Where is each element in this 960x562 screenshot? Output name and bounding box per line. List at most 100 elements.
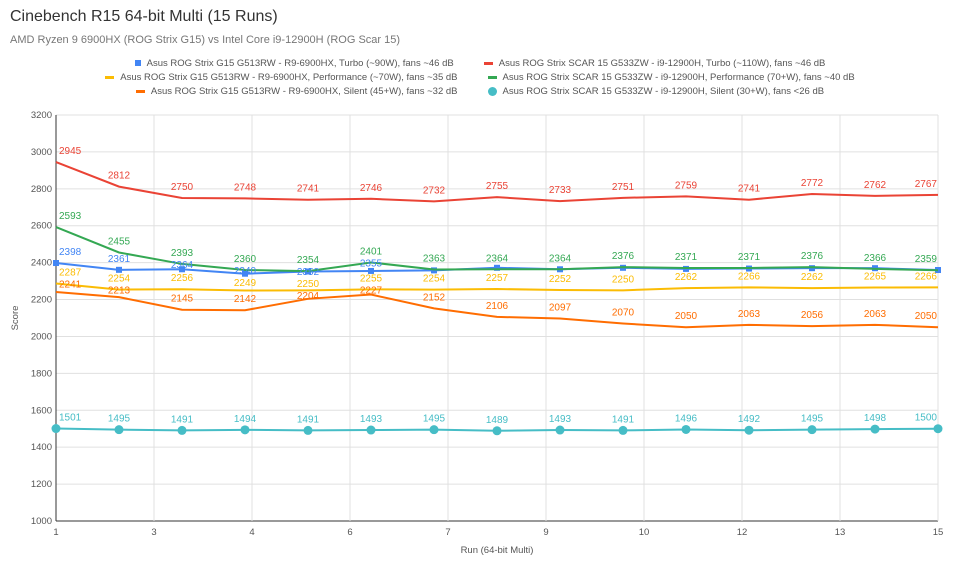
data-label: 2063 bbox=[864, 309, 887, 320]
data-label: 2287 bbox=[59, 267, 82, 278]
data-label: 2352 bbox=[297, 267, 320, 278]
legend-item[interactable]: Asus ROG Strix SCAR 15 G533ZW - i9-12900… bbox=[487, 86, 824, 97]
data-label: 2733 bbox=[549, 185, 572, 196]
data-label: 2759 bbox=[675, 180, 698, 191]
legend: Asus ROG Strix G15 G513RW - R9-6900HX, T… bbox=[0, 56, 960, 98]
legend-item[interactable]: Asus ROG Strix G15 G513RW - R9-6900HX, S… bbox=[135, 85, 458, 97]
series-line bbox=[55, 290, 939, 329]
legend-swatch bbox=[135, 89, 145, 93]
data-label: 2364 bbox=[171, 260, 194, 271]
data-point bbox=[242, 270, 248, 277]
x-tick-label: 10 bbox=[639, 527, 650, 538]
data-label: 2741 bbox=[297, 184, 320, 195]
y-tick-label: 2200 bbox=[31, 295, 52, 306]
data-label: 1495 bbox=[801, 414, 824, 425]
data-label: 2252 bbox=[549, 274, 572, 285]
data-label: 2371 bbox=[675, 252, 698, 263]
x-tick-label: 3 bbox=[151, 527, 156, 538]
data-point bbox=[494, 264, 500, 271]
data-point bbox=[555, 425, 565, 435]
y-tick-label: 3000 bbox=[31, 147, 52, 158]
y-tick-label: 1600 bbox=[31, 405, 52, 416]
legend-swatch bbox=[487, 86, 497, 96]
data-label: 2063 bbox=[738, 309, 761, 320]
series-line bbox=[55, 282, 939, 292]
data-label: 2945 bbox=[59, 146, 82, 157]
data-label: 2241 bbox=[59, 279, 82, 290]
data-label: 2741 bbox=[738, 184, 761, 195]
legend-swatch bbox=[487, 75, 497, 79]
data-label: 2593 bbox=[59, 211, 82, 222]
data-label: 2213 bbox=[108, 286, 131, 297]
legend-row: Asus ROG Strix G15 G513RW - R9-6900HX, T… bbox=[0, 56, 960, 70]
data-label: 2050 bbox=[675, 311, 698, 322]
data-label: 2767 bbox=[915, 179, 938, 190]
data-point bbox=[807, 425, 817, 435]
data-label: 1491 bbox=[612, 414, 635, 425]
data-label: 2762 bbox=[864, 180, 887, 191]
legend-label: Asus ROG Strix G15 G513RW - R9-6900HX, P… bbox=[120, 71, 458, 83]
data-label: 2266 bbox=[915, 271, 938, 282]
data-label: 2256 bbox=[171, 273, 194, 284]
data-label: 2371 bbox=[738, 252, 761, 263]
x-axis-label: Run (64-bit Multi) bbox=[461, 545, 534, 556]
data-label: 2746 bbox=[360, 183, 383, 194]
y-tick-label: 1400 bbox=[31, 442, 52, 453]
data-label: 2366 bbox=[864, 253, 887, 264]
data-label: 1491 bbox=[171, 414, 194, 425]
data-label: 2750 bbox=[171, 182, 194, 193]
data-label: 1494 bbox=[234, 414, 257, 425]
data-point bbox=[681, 424, 691, 434]
data-label: 2363 bbox=[423, 253, 446, 264]
legend-item[interactable]: Asus ROG Strix G15 G513RW - R9-6900HX, T… bbox=[134, 57, 454, 69]
legend-swatch bbox=[105, 75, 115, 79]
x-tick-label: 1 bbox=[53, 527, 58, 538]
legend-item[interactable]: Asus ROG Strix G15 G513RW - R9-6900HX, P… bbox=[105, 71, 458, 83]
data-point bbox=[240, 425, 250, 435]
data-label: 2364 bbox=[486, 253, 509, 264]
chart-subtitle: AMD Ryzen 9 6900HX (ROG Strix G15) vs In… bbox=[10, 34, 401, 46]
data-label: 2751 bbox=[612, 182, 635, 193]
data-point bbox=[368, 267, 374, 274]
data-point bbox=[618, 425, 628, 435]
y-tick-label: 2800 bbox=[31, 184, 52, 195]
data-label: 2204 bbox=[297, 291, 320, 302]
data-label: 1495 bbox=[108, 414, 131, 425]
data-label: 2748 bbox=[234, 182, 257, 193]
y-tick-label: 1800 bbox=[31, 368, 52, 379]
y-tick-label: 1200 bbox=[31, 479, 52, 490]
y-tick-label: 1000 bbox=[31, 516, 52, 527]
data-point bbox=[366, 425, 376, 435]
data-point bbox=[809, 265, 815, 272]
data-label: 2376 bbox=[612, 251, 635, 262]
legend-row: Asus ROG Strix G15 G513RW - R9-6900HX, P… bbox=[0, 70, 960, 84]
data-label: 2255 bbox=[360, 273, 383, 284]
data-label: 1493 bbox=[549, 414, 572, 425]
data-point bbox=[744, 425, 754, 435]
data-label: 2364 bbox=[549, 253, 572, 264]
x-tick-label: 15 bbox=[933, 527, 944, 538]
data-label: 1496 bbox=[675, 413, 698, 424]
data-label: 2250 bbox=[297, 279, 320, 290]
data-point bbox=[429, 425, 439, 435]
data-label: 2359 bbox=[915, 254, 938, 265]
legend-swatch bbox=[134, 60, 141, 66]
data-label: 1495 bbox=[423, 414, 446, 425]
x-tick-label: 12 bbox=[737, 527, 748, 538]
data-point bbox=[303, 425, 313, 435]
legend-label: Asus ROG Strix G15 G513RW - R9-6900HX, S… bbox=[150, 85, 458, 97]
data-label: 2772 bbox=[801, 178, 824, 189]
data-label: 2812 bbox=[108, 171, 131, 182]
legend-item[interactable]: Asus ROG Strix SCAR 15 G533ZW - i9-12900… bbox=[487, 72, 855, 83]
data-label: 2355 bbox=[360, 258, 383, 269]
data-label: 2398 bbox=[59, 247, 82, 258]
data-label: 2262 bbox=[801, 272, 824, 283]
data-label: 2254 bbox=[423, 274, 446, 285]
series-line bbox=[55, 226, 939, 273]
x-tick-label: 7 bbox=[445, 527, 450, 538]
legend-label: Asus ROG Strix G15 G513RW - R9-6900HX, T… bbox=[146, 57, 454, 69]
legend-item[interactable]: Asus ROG Strix SCAR 15 G533ZW - i9-12900… bbox=[483, 58, 825, 69]
y-tick-label: 3200 bbox=[31, 110, 52, 121]
data-label: 2262 bbox=[675, 272, 698, 283]
